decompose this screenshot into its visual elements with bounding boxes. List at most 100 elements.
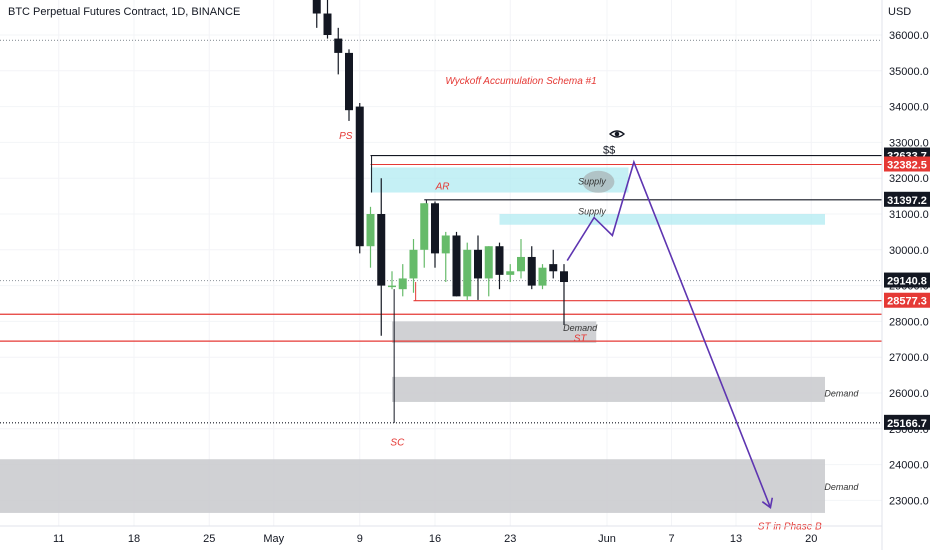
annotation-label: SC [390, 437, 405, 448]
y-tick-label: 31000.0 [889, 209, 929, 221]
annotation-label: Wyckoff Accumulation Schema #1 [445, 76, 596, 87]
y-tick-label: 34000.0 [889, 102, 929, 114]
candle[interactable] [377, 178, 386, 336]
candle[interactable] [517, 239, 525, 279]
candle[interactable] [474, 235, 482, 300]
candle[interactable] [431, 201, 439, 268]
candle[interactable] [409, 239, 418, 293]
candle[interactable] [441, 231, 450, 283]
candle-body [506, 271, 515, 275]
y-tick-label: 36000.0 [889, 30, 929, 42]
candle-body [517, 256, 525, 272]
candle-body [366, 214, 375, 247]
y-tick-label: 24000.0 [889, 460, 929, 472]
time-axis[interactable]: 11 18 25 May 9 16 23 Jun 7 13 20 [53, 533, 817, 545]
candle-body [484, 246, 493, 279]
supply-highlight [582, 170, 615, 193]
x-tick-label: 7 [668, 533, 674, 545]
candle-body [312, 0, 321, 14]
candle[interactable] [452, 231, 461, 297]
price-label-text: 29140.8 [887, 276, 927, 288]
candle[interactable] [398, 264, 407, 297]
price-label-box [884, 292, 930, 308]
candle-body [409, 249, 418, 279]
y-tick-label: 33000.0 [889, 137, 929, 149]
zones [0, 167, 825, 513]
candle[interactable] [366, 206, 375, 268]
candle[interactable] [495, 242, 504, 290]
candle[interactable] [506, 264, 515, 283]
candle[interactable] [560, 264, 568, 325]
price-label-box [884, 414, 930, 430]
projection-arrowhead [761, 497, 774, 509]
x-tick-label: 11 [53, 533, 64, 545]
candle[interactable] [527, 246, 536, 290]
x-tick-label: Jun [598, 533, 616, 545]
candle-body [452, 235, 461, 297]
candle-body [398, 278, 407, 290]
chart-title: BTC Perpetual Futures Contract, 1D, BINA… [8, 6, 240, 18]
annotation-label: ST in Phase B [758, 521, 822, 532]
x-tick-label: 16 [429, 533, 441, 545]
candle[interactable] [355, 103, 364, 254]
x-tick-label: 23 [504, 533, 516, 545]
x-tick-label: 25 [203, 533, 215, 545]
candle[interactable] [463, 242, 472, 300]
candle[interactable] [484, 246, 493, 297]
candle[interactable] [388, 271, 396, 290]
candle-body [377, 214, 386, 286]
candle-body [560, 271, 568, 283]
candle[interactable] [323, 0, 332, 39]
annotation-label: Supply [578, 177, 606, 187]
y-tick-label: 27000.0 [889, 352, 929, 364]
x-tick-label: May [263, 533, 284, 545]
annotation-label: Demand [824, 482, 859, 492]
projection-path [566, 159, 774, 509]
x-tick-label: 13 [730, 533, 742, 545]
price-label-text: 31397.2 [887, 195, 927, 207]
y-tick-label: 26000.0 [889, 388, 929, 400]
horizontal-lines [0, 39, 882, 424]
candle-body [420, 203, 429, 250]
y-tick-label: 30000.0 [889, 245, 929, 257]
annotation-label: Demand [563, 323, 598, 333]
candle-body [323, 13, 332, 35]
demand-zone [392, 376, 825, 402]
candle-body [441, 235, 450, 254]
candle-body [538, 267, 547, 286]
y-tick-label: 35000.0 [889, 66, 929, 78]
candle[interactable] [538, 264, 547, 290]
x-tick-label: 20 [805, 533, 817, 545]
price-label-text: 25166.7 [887, 418, 927, 430]
candle-body [334, 38, 343, 53]
candle[interactable] [312, 0, 321, 28]
price-label-box [884, 156, 930, 172]
y-tick-label: 23000.0 [889, 495, 929, 507]
candle-body [388, 285, 396, 288]
eye-icon [608, 130, 626, 138]
annotation-label: ST [574, 334, 588, 345]
supply-zone [499, 214, 825, 225]
price-label-box [884, 272, 930, 288]
annotations: Wyckoff Accumulation Schema #1 PS AR ST SC ST… [339, 76, 859, 533]
candle[interactable] [345, 49, 353, 121]
annotation-label: Supply [578, 206, 606, 216]
candle[interactable] [549, 249, 558, 279]
candle-body [431, 203, 439, 254]
demand-zone [392, 321, 597, 343]
x-tick-label: 9 [357, 533, 363, 545]
candle-body [355, 106, 364, 247]
annotation-label: PS [339, 131, 353, 142]
y-tick-label: 28000.0 [889, 316, 929, 328]
candle-body [463, 249, 472, 297]
candle-body [474, 249, 482, 279]
price-labels: 32633.732382.531397.229140.828577.325166… [884, 147, 930, 430]
candle[interactable] [334, 27, 343, 75]
price-label-text: 28577.3 [887, 296, 927, 308]
demand-zone [0, 459, 825, 513]
candles[interactable] [312, 0, 568, 336]
candle[interactable] [420, 203, 429, 268]
currency-label: USD [888, 6, 911, 18]
price-label-box [884, 191, 930, 207]
